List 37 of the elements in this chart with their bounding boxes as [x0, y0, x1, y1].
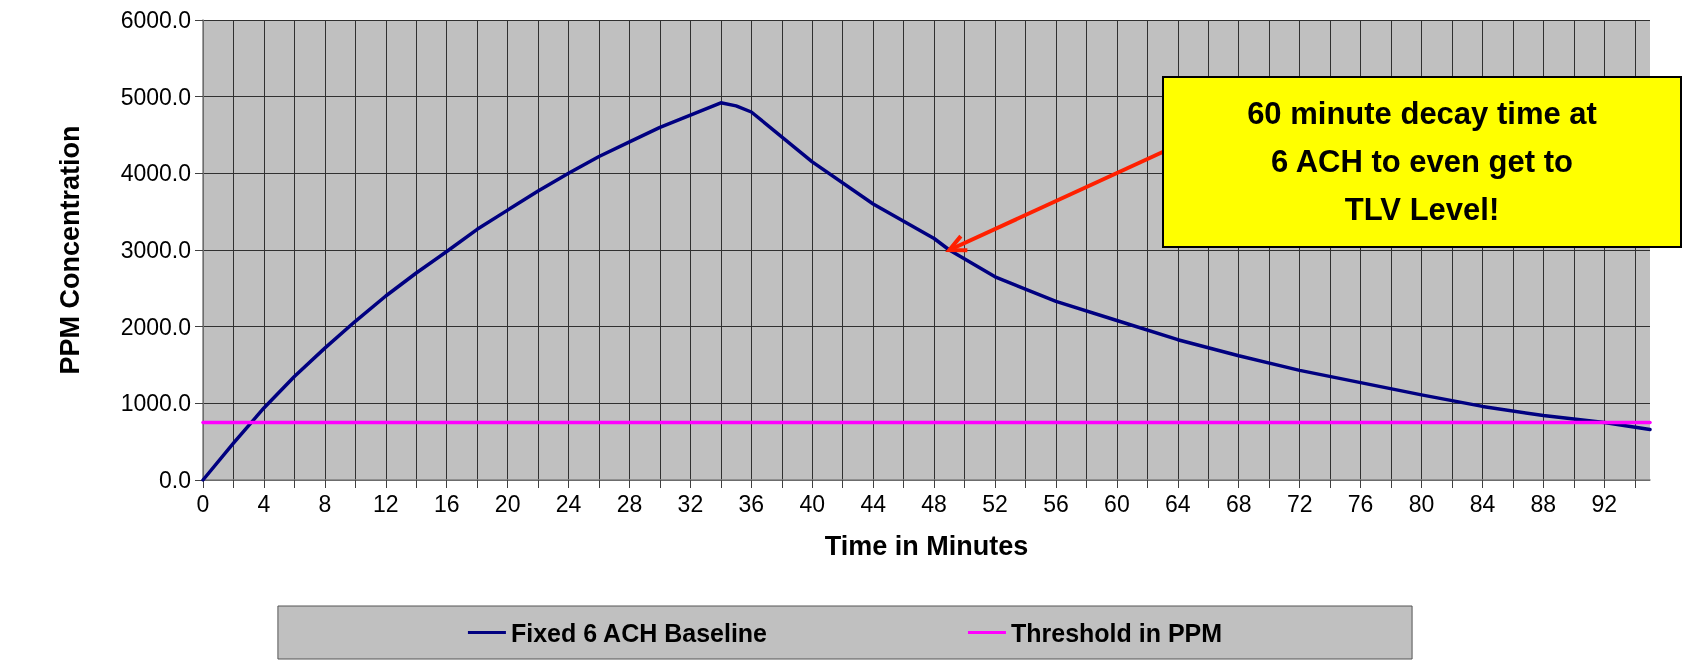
x-tick-label: 40: [799, 490, 826, 517]
y-tick-label: 0.0: [159, 467, 191, 493]
y-tick-label: 6000.0: [120, 7, 191, 33]
x-axis-title: Time in Minutes: [824, 530, 1029, 561]
x-tick-label: 8: [318, 490, 332, 517]
x-tick-label: 56: [1043, 490, 1069, 517]
x-tick-label: 80: [1408, 490, 1435, 517]
x-tick-label: 76: [1347, 490, 1374, 517]
x-tick-label: 12: [372, 490, 399, 517]
x-tick-label: 84: [1469, 490, 1496, 517]
y-tick-label: 4000.0: [120, 160, 191, 187]
x-tick-label: 44: [860, 490, 887, 517]
x-tick-label: 48: [921, 490, 947, 517]
x-tick-label: 52: [982, 490, 1008, 517]
x-tick-label: 88: [1530, 490, 1557, 517]
y-tick-label: 3000.0: [120, 237, 191, 263]
x-tick-label: 36: [738, 490, 765, 517]
x-tick-label: 68: [1225, 490, 1252, 517]
x-tick-label: 4: [257, 490, 271, 517]
x-tick-label: 60: [1104, 490, 1130, 517]
callout-box: 60 minute decay time at 6 ACH to even get to TLV Level!: [1162, 76, 1682, 248]
y-tick-label: 2000.0: [120, 313, 191, 340]
x-tick-label: 72: [1286, 490, 1313, 517]
x-tick-label: 24: [555, 490, 582, 517]
y-axis-title: PPM Concentration: [54, 125, 85, 375]
y-tick-label: 5000.0: [120, 83, 191, 110]
x-tick-label: 64: [1165, 490, 1191, 517]
x-tick-label: 92: [1591, 490, 1618, 517]
y-tick-label: 1000.0: [120, 390, 191, 417]
x-tick-label: 32: [677, 490, 704, 517]
annotation: 60 minute decay time at 6 ACH to even get to TLV Level!: [1247, 95, 1597, 229]
x-tick-label: 28: [616, 490, 643, 517]
x-tick-label: 0: [196, 490, 210, 517]
legend-label: Fixed 6 ACH Baseline: [510, 618, 768, 647]
x-tick-label: 20: [494, 490, 521, 517]
legend-label: Threshold in PPM: [1010, 618, 1223, 647]
x-tick-label: 16: [433, 490, 460, 517]
